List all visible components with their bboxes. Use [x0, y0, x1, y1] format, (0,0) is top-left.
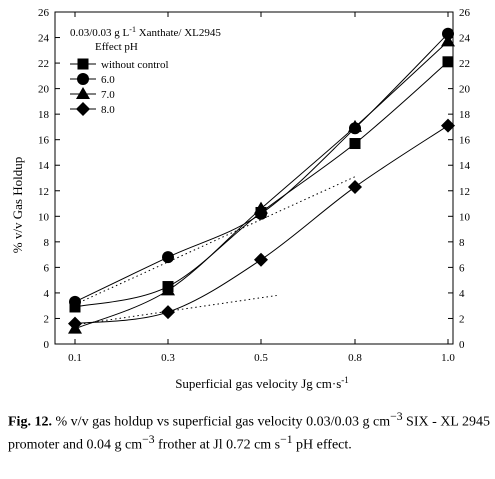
series-line [74, 41, 449, 330]
legend-marker-triangle [76, 87, 90, 99]
plot-border [54, 11, 454, 345]
y-tick-label-right: 24 [459, 33, 471, 45]
legend-label: 7.0 [101, 89, 115, 101]
data-point-triangle [441, 34, 455, 47]
data-point-diamond [348, 179, 362, 194]
data-point-triangle [348, 119, 362, 132]
data-point-square [442, 56, 454, 68]
y-tick-label-right: 16 [459, 135, 471, 147]
y-tick-label-right: 14 [459, 160, 471, 172]
y-tick-label-right: 18 [459, 109, 471, 121]
y-tick-label-left: 6 [44, 262, 50, 274]
series-group [68, 27, 455, 334]
legend: 0.03/0.03 g L-1 Xanthate/ XL2945 Effect p… [70, 25, 221, 116]
legend-marker-square [77, 58, 89, 70]
legend-title: 0.03/0.03 g L-1 Xanthate/ XL2945 [70, 25, 221, 39]
y-tick-label-left: 20 [38, 84, 50, 96]
series-line [74, 61, 449, 308]
legend-marker-circle [77, 73, 89, 85]
y-tick-label-left: 14 [38, 160, 50, 172]
series-square [69, 56, 454, 313]
y-tick-label-left: 8 [44, 237, 50, 249]
y-tick-label-right: 20 [459, 84, 471, 96]
data-point-triangle [161, 283, 175, 296]
y-tick-label-left: 4 [44, 288, 50, 300]
data-point-diamond [161, 305, 175, 320]
dotted-trend-line [74, 294, 277, 326]
x-tick-label: 1.0 [441, 352, 455, 364]
caption-text-3: frother at Jl 0.72 cm s [154, 437, 281, 453]
dotted-trend-lines [74, 176, 356, 326]
y-tick-label-left: 26 [38, 7, 50, 19]
y-tick-label-right: 8 [459, 237, 465, 249]
y-tick-label-left: 16 [38, 135, 50, 147]
data-point-diamond [254, 252, 268, 267]
y-tick-label-left: 12 [38, 186, 49, 198]
x-tick-label: 0.3 [161, 352, 175, 364]
y-tick-label-left: 0 [44, 339, 50, 351]
y-tick-label-left: 18 [38, 109, 50, 121]
data-point-circle [69, 295, 81, 308]
data-point-diamond [68, 316, 82, 331]
y-tick-label-right: 12 [459, 186, 470, 198]
legend-label: without control [101, 59, 169, 71]
caption-text-1: % v/v gas holdup vs superficial gas velo… [51, 414, 391, 430]
x-axis: 0.1 0.3 0.5 0.8 1.0 [68, 12, 455, 364]
legend-subtitle: Effect pH [95, 41, 138, 53]
data-point-diamond [441, 118, 455, 133]
data-point-circle [162, 251, 174, 264]
legend-label: 8.0 [101, 104, 115, 116]
y-axis-title: % v/v Gas Holdup [10, 157, 25, 253]
data-point-triangle [254, 201, 268, 214]
caption-sup-3: −1 [280, 432, 293, 446]
y-tick-label-right: 10 [459, 211, 471, 223]
figure-caption: Fig. 12. % v/v gas holdup vs superficial… [8, 408, 490, 453]
y-tick-label-left: 2 [44, 313, 50, 325]
legend-marker-diamond [76, 102, 90, 116]
data-point-circle [442, 27, 454, 40]
y-tick-label-right: 6 [459, 262, 465, 274]
legend-label: 6.0 [101, 74, 115, 86]
y-tick-label-left: 24 [38, 33, 50, 45]
x-axis-title: Superficial gas velocity Jg cm·s-1 [175, 375, 349, 391]
x-tick-label: 0.1 [68, 352, 82, 364]
y-tick-label-left: 22 [38, 58, 49, 70]
y-tick-label-left: 10 [38, 211, 50, 223]
plot-frame [54, 11, 454, 345]
series-triangle [68, 34, 455, 334]
data-point-square [349, 138, 361, 150]
y-tick-label-right: 0 [459, 339, 465, 351]
x-tick-label: 0.5 [254, 352, 268, 364]
y-tick-label-right: 4 [459, 288, 465, 300]
y-tick-label-right: 2 [459, 313, 465, 325]
y-tick-label-right: 26 [459, 7, 471, 19]
caption-text-4: pH effect. [292, 437, 352, 453]
dotted-trend-line [74, 176, 356, 305]
caption-sup-1: −3 [390, 410, 403, 423]
caption-figure-label: Fig. 12. [8, 414, 52, 430]
x-tick-label: 0.8 [348, 352, 362, 364]
caption-sup-2: −3 [142, 432, 155, 446]
series-diamond [68, 118, 455, 331]
caption-text-2: SIX - XL 2945 promoter and 0.04 g cm [8, 414, 490, 453]
y-tick-label-right: 22 [459, 58, 470, 70]
series-line [74, 125, 449, 325]
